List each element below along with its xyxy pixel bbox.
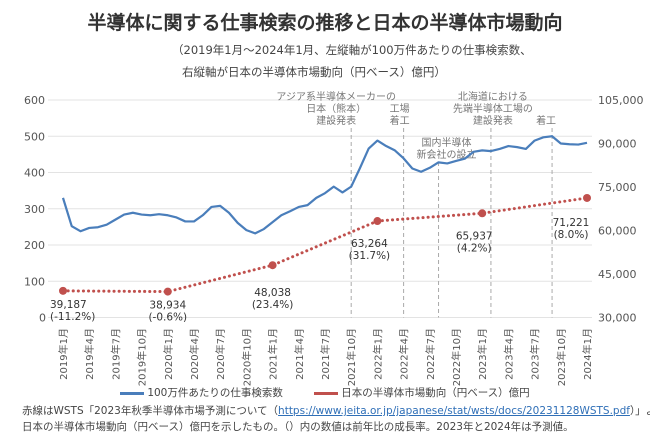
growth-label: (-0.6%) (148, 312, 187, 324)
event-annotation: 着工 (390, 114, 410, 127)
x-tick-label: 2021年4月 (293, 328, 306, 380)
y-right-tick-label: 75,000 (598, 181, 637, 194)
footnote-text: ）」より、 (629, 405, 650, 417)
market-point (373, 217, 382, 226)
legend-label: 日本の半導体市場動向（円ベース）億円 (341, 387, 530, 399)
x-tick-label: 2024年1月 (581, 328, 594, 380)
event-annotation: 先端半導体工場の (453, 102, 533, 115)
x-tick-label: 2019年4月 (83, 328, 96, 380)
event-annotation: 建設発表 (473, 114, 513, 127)
y-left-tick-label: 600 (24, 94, 45, 107)
growth-label: (8.0%) (554, 229, 589, 241)
legend-item-job-search: 100万件あたりの仕事検索数 (120, 387, 283, 399)
event-annotation: 国内半導体 (422, 136, 472, 149)
market-line (61, 196, 589, 294)
y-right-tick-label: 60,000 (598, 225, 637, 238)
x-tick-label: 2022年4月 (398, 328, 411, 380)
x-tick-label: 2021年1月 (267, 328, 280, 380)
y-right-tick-label: 30,000 (598, 312, 637, 325)
source-link[interactable]: https://www.jeita.or.jp/japanese/stat/ws… (278, 405, 630, 417)
x-tick-label: 2023年7月 (529, 328, 542, 380)
data-label: 38,934 (149, 300, 186, 312)
legend: 100万件あたりの仕事検索数 日本の半導体市場動向（円ベース）億円 (0, 385, 650, 400)
x-tick-label: 2020年10月 (240, 328, 253, 386)
x-tick-label: 2023年4月 (502, 328, 515, 380)
footnote: 赤線はWSTS「2023年秋季半導体市場予測について（https://www.j… (22, 403, 650, 435)
market-point (583, 193, 591, 202)
growth-label: (-11.2%) (50, 311, 95, 323)
data-label: 48,038 (254, 287, 291, 299)
legend-label: 100万件あたりの仕事検索数 (147, 387, 283, 399)
market-point (163, 287, 172, 296)
growth-label: (4.2%) (457, 242, 492, 254)
legend-item-market: 日本の半導体市場動向（円ベース）億円 (314, 387, 530, 399)
event-annotation: 日本（熊本） (306, 102, 366, 115)
x-tick-label: 2019年1月 (57, 328, 70, 380)
data-label: 65,937 (456, 230, 493, 242)
y-left-tick-label: 100 (24, 275, 45, 288)
x-tick-label: 2023年1月 (476, 328, 489, 380)
event-annotation: 工場 (390, 102, 410, 115)
y-left-tick-label: 0 (39, 312, 46, 325)
job-search-line (61, 135, 588, 235)
footnote-text: 日本の半導体市場動向（円ベース）億円を示したもの。（）内の数値は前年比の成長率。… (22, 421, 574, 433)
y-right-tick-label: 105,000 (598, 94, 644, 107)
y-left-tick-label: 300 (24, 203, 45, 216)
footnote-text: 赤線はWSTS「2023年秋季半導体市場予測について（ (22, 405, 279, 417)
x-tick-label: 2019年10月 (136, 328, 149, 386)
subtitle-line-2: 右縦軸が日本の半導体市場動向（円ベース）億円） (182, 65, 446, 79)
event-annotation: 着工 (536, 114, 556, 127)
event-annotation: アジア系半導体メーカーの (276, 90, 396, 103)
event-annotation: 北海道における (458, 90, 528, 103)
x-tick-label: 2021年10月 (345, 328, 358, 386)
legend-swatch-red (314, 391, 339, 395)
growth-label: (31.7%) (349, 250, 391, 262)
x-tick-label: 2022年1月 (371, 328, 384, 380)
x-tick-label: 2022年10月 (450, 328, 463, 386)
x-tick-label: 2022年7月 (424, 328, 437, 380)
chart-title: 半導体に関する仕事検索の推移と日本の半導体市場動向 (87, 12, 563, 34)
x-tick-label: 2019年7月 (109, 328, 122, 380)
event-annotation: 新会社の設立 (417, 148, 477, 161)
data-label: 71,221 (553, 217, 590, 229)
growth-label: (23.4%) (252, 299, 294, 311)
event-annotation: 建設発表 (316, 114, 356, 127)
data-label: 63,264 (351, 238, 388, 250)
x-tick-label: 2023年10月 (555, 328, 568, 386)
x-tick-label: 2020年1月 (162, 328, 175, 380)
market-point (59, 286, 67, 295)
subtitle-line-1: （2019年1月～2024年1月、左縦軸が100万件あたりの仕事検索数、 (172, 43, 532, 57)
legend-swatch-blue (120, 391, 145, 395)
y-right-tick-label: 45,000 (598, 268, 637, 281)
x-tick-label: 2020年4月 (188, 328, 201, 380)
y-left-tick-label: 200 (24, 239, 45, 252)
x-tick-label: 2021年7月 (319, 328, 332, 380)
x-tick-label: 2020年7月 (214, 328, 227, 380)
data-label: 39,187 (50, 299, 87, 311)
y-left-tick-label: 400 (24, 167, 45, 180)
market-point (478, 209, 487, 218)
y-right-tick-label: 90,000 (598, 138, 637, 151)
y-left-tick-label: 500 (24, 130, 45, 143)
market-point (268, 261, 277, 270)
